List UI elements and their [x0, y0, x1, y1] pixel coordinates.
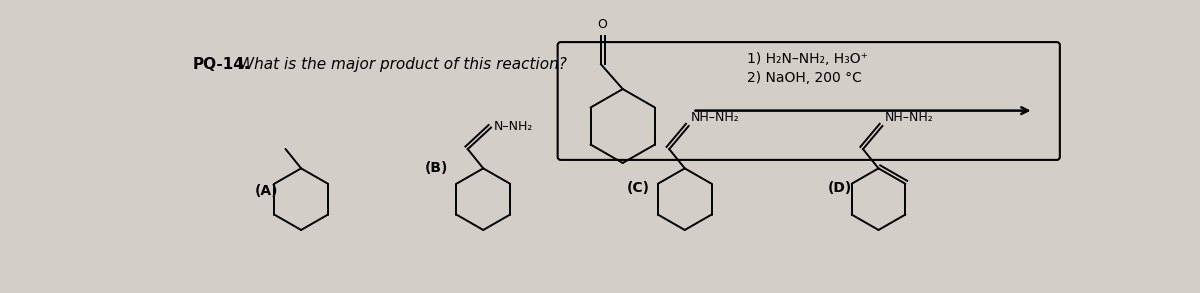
Text: 1) H₂N–NH₂, H₃O⁺: 1) H₂N–NH₂, H₃O⁺	[746, 52, 868, 66]
Text: N–NH₂: N–NH₂	[494, 120, 534, 132]
Text: (B): (B)	[425, 161, 449, 176]
Text: What is the major product of this reaction?: What is the major product of this reacti…	[239, 57, 568, 72]
Text: (A): (A)	[254, 185, 278, 198]
Text: NH–NH₂: NH–NH₂	[691, 111, 739, 124]
Text: 2) NaOH, 200 °C: 2) NaOH, 200 °C	[746, 71, 862, 84]
Text: O: O	[598, 18, 607, 30]
Text: PQ-14.: PQ-14.	[193, 57, 250, 72]
FancyBboxPatch shape	[558, 42, 1060, 160]
Text: NH–NH₂: NH–NH₂	[884, 111, 934, 124]
Text: (D): (D)	[828, 180, 852, 195]
Text: (C): (C)	[626, 180, 649, 195]
